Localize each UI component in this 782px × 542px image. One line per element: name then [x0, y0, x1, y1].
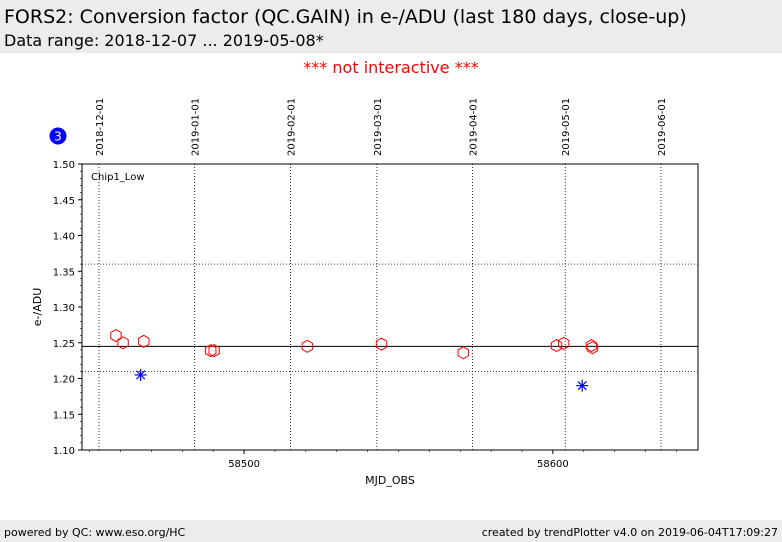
y-tick-label: 1.40 — [53, 232, 75, 243]
date-tick-label: 2019-02-01 — [286, 98, 297, 156]
x-tick-label: 58600 — [537, 459, 569, 470]
data-point — [138, 334, 150, 348]
data-point — [117, 336, 129, 350]
date-tick-label: 2019-05-01 — [561, 98, 572, 156]
data-point — [375, 337, 388, 351]
gain-trend-chart: 2018-12-01 2019-01-01 2019-02-01 2019-03-01… — [31, 98, 699, 487]
footer-powered-by: powered by QC: www.eso.org/HC — [4, 526, 186, 539]
not-interactive-notice: *** not interactive *** — [303, 58, 479, 77]
data-point — [557, 336, 570, 351]
y-tick-label: 1.25 — [53, 339, 75, 350]
y-tick-label: 1.35 — [53, 267, 75, 278]
data-point — [110, 329, 122, 343]
date-tick-label: 2019-04-01 — [469, 98, 480, 156]
y-tick-label: 1.20 — [53, 375, 75, 386]
count-badge-label: 3 — [54, 130, 62, 144]
data-point — [586, 341, 599, 355]
data-point — [576, 379, 589, 392]
x-tick-label: 58500 — [228, 459, 260, 470]
count-badge — [49, 127, 67, 145]
y-tick-label: 1.10 — [53, 446, 75, 457]
date-tick-label: 2019-06-01 — [657, 98, 668, 156]
data-point — [205, 344, 217, 358]
data-point — [208, 344, 220, 358]
header-band — [0, 0, 782, 53]
y-tick-label: 1.45 — [53, 196, 75, 207]
data-range-subtitle: Data range: 2018-12-07 ... 2019-05-08* — [4, 31, 324, 50]
footer-created-by: created by trendPlotter v4.0 on 2019-06-… — [481, 526, 778, 539]
plot-frame — [81, 163, 699, 451]
date-tick-label: 2019-03-01 — [373, 98, 384, 156]
y-tick-label: 1.30 — [53, 303, 75, 314]
data-point — [585, 339, 598, 353]
y-axis-label: e-/ADU — [31, 288, 44, 327]
y-tick-label: 1.15 — [53, 410, 75, 421]
date-tick-label: 2019-01-01 — [191, 98, 202, 156]
date-tick-label: 2018-12-01 — [95, 98, 106, 156]
data-point — [301, 339, 314, 353]
page-title: FORS2: Conversion factor (QC.GAIN) in e-… — [4, 6, 687, 28]
data-point — [457, 346, 470, 360]
x-axis-label: MJD_OBS — [365, 474, 415, 487]
y-tick-label: 1.50 — [53, 160, 75, 171]
footer-band — [0, 520, 782, 542]
data-point — [134, 368, 147, 381]
panel-label: Chip1_Low — [91, 172, 145, 183]
data-point — [550, 339, 563, 353]
